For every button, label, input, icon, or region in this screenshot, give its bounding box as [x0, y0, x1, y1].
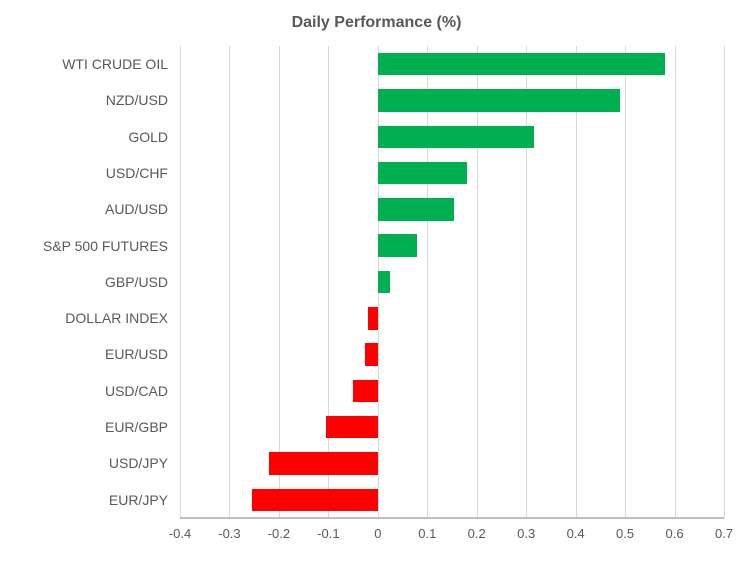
x-tick-label: 0.1	[418, 526, 436, 541]
y-category-label: AUD/USD	[0, 191, 168, 227]
y-category-label: EUR/USD	[0, 336, 168, 372]
y-category-label: USD/JPY	[0, 445, 168, 481]
x-axis-line	[180, 518, 724, 519]
bar	[326, 416, 378, 439]
bar	[378, 162, 467, 185]
x-tick-label: -0.2	[268, 526, 290, 541]
x-tick-label: 0.7	[715, 526, 733, 541]
gridline	[427, 46, 428, 518]
gridline	[279, 46, 280, 518]
gridline	[477, 46, 478, 518]
bar	[378, 126, 534, 149]
bar	[368, 307, 378, 330]
bar	[378, 198, 455, 221]
gridline	[675, 46, 676, 518]
x-tick-label: -0.3	[218, 526, 240, 541]
y-category-label: DOLLAR INDEX	[0, 300, 168, 336]
plot-area	[180, 46, 724, 518]
bar	[252, 489, 378, 512]
chart-title: Daily Performance (%)	[0, 14, 753, 32]
gridline	[526, 46, 527, 518]
gridline	[724, 46, 725, 518]
y-category-label: NZD/USD	[0, 82, 168, 118]
y-category-label: S&P 500 FUTURES	[0, 228, 168, 264]
gridline	[229, 46, 230, 518]
gridline	[625, 46, 626, 518]
x-tick-label: 0.3	[517, 526, 535, 541]
gridline	[328, 46, 329, 518]
bar	[365, 343, 377, 366]
y-category-label: GBP/USD	[0, 264, 168, 300]
x-tick-label: -0.1	[317, 526, 339, 541]
y-category-label: EUR/JPY	[0, 482, 168, 518]
bar	[378, 53, 665, 76]
x-tick-label: 0.2	[468, 526, 486, 541]
y-category-label: USD/CAD	[0, 373, 168, 409]
y-category-label: WTI CRUDE OIL	[0, 46, 168, 82]
daily-performance-chart: Daily Performance (%) -0.4 -0.3 -0.2 -0.1 0 0…	[0, 0, 753, 568]
bar	[378, 271, 390, 294]
x-tick-label: 0	[374, 526, 381, 541]
y-category-label: USD/CHF	[0, 155, 168, 191]
gridline	[576, 46, 577, 518]
bar	[378, 89, 620, 112]
y-category-label: GOLD	[0, 119, 168, 155]
x-tick-label: 0.6	[665, 526, 683, 541]
gridline	[180, 46, 181, 518]
bar	[378, 234, 418, 257]
x-tick-label: -0.4	[169, 526, 191, 541]
y-category-label: EUR/GBP	[0, 409, 168, 445]
x-tick-label: 0.4	[567, 526, 585, 541]
bar	[353, 380, 378, 403]
plot-border	[180, 46, 724, 518]
bar	[269, 452, 378, 475]
x-tick-label: 0.5	[616, 526, 634, 541]
